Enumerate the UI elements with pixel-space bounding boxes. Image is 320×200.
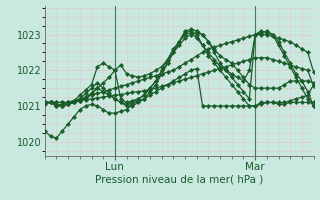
- X-axis label: Pression niveau de la mer( hPa ): Pression niveau de la mer( hPa ): [95, 174, 263, 184]
